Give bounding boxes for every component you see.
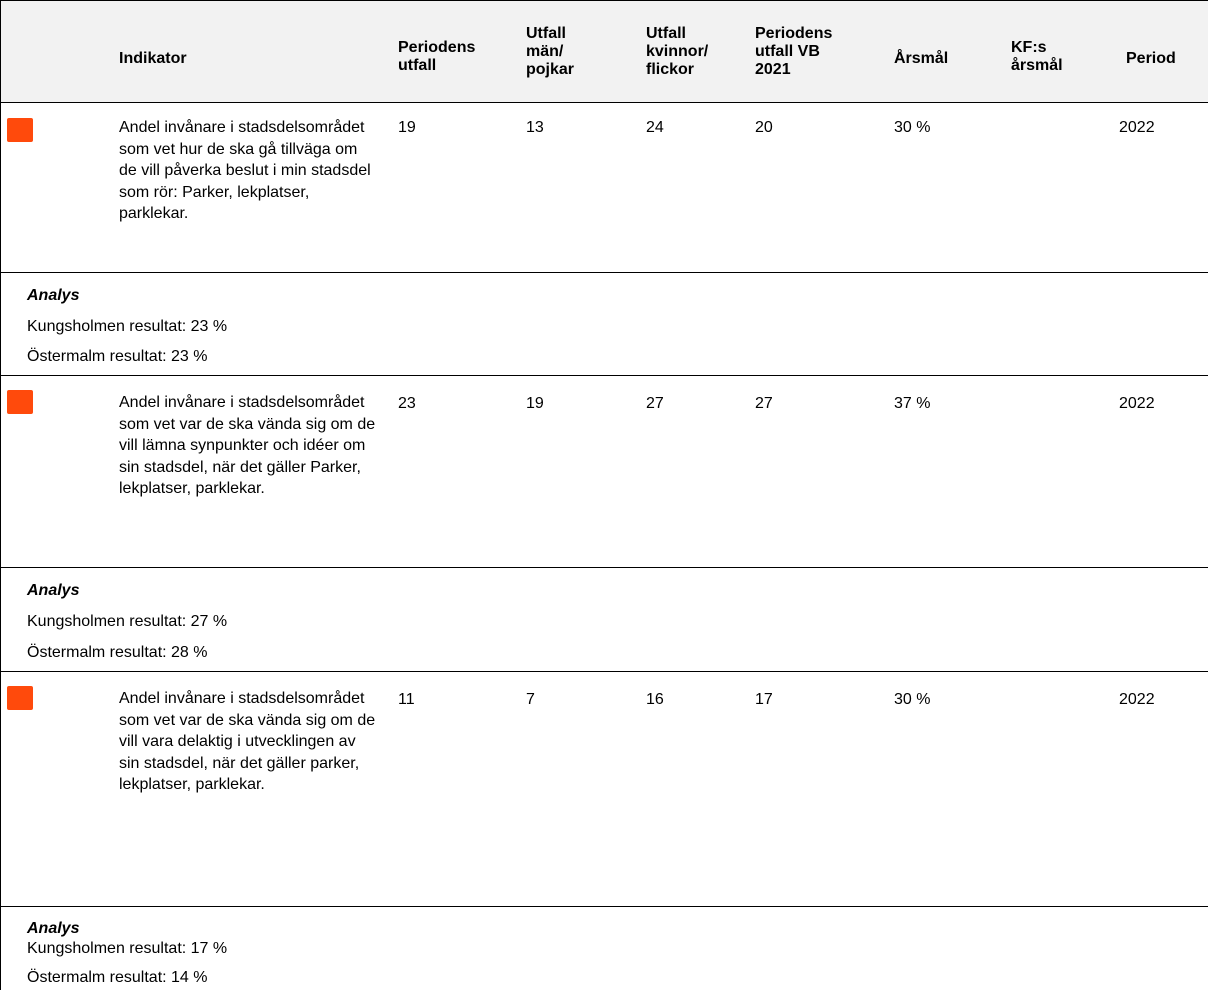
row-divider bbox=[1, 272, 1208, 273]
analys-line: Kungsholmen resultat: 23 % bbox=[27, 318, 228, 335]
row-divider bbox=[1, 375, 1208, 376]
header-indicator: Indikator bbox=[119, 50, 187, 67]
header-utfall-man: Utfall män/ pojkar bbox=[526, 25, 575, 78]
header-kf-arsmal: KF:s årsmål bbox=[1011, 39, 1063, 74]
periodens-utfall-value: 19 bbox=[398, 119, 416, 136]
period-value: 2022 bbox=[1119, 395, 1155, 412]
periodens-utfall-value: 11 bbox=[398, 691, 415, 708]
analys-title: Analys bbox=[27, 920, 80, 937]
utfall-man-value: 7 bbox=[526, 691, 535, 708]
periodens-vb-value: 20 bbox=[755, 119, 773, 136]
arsmal-value: 30 % bbox=[894, 119, 931, 136]
status-red-icon bbox=[7, 686, 33, 710]
indicator-text: Andel invånare i stadsdelsområdet som ve… bbox=[119, 690, 376, 793]
arsmal-value: 30 % bbox=[894, 691, 931, 708]
period-value: 2022 bbox=[1119, 119, 1155, 136]
header-periodens-vb: Periodens utfall VB 2021 bbox=[755, 25, 833, 78]
indicator-text: Andel invånare i stadsdelsområdet som ve… bbox=[119, 394, 376, 497]
period-value: 2022 bbox=[1119, 691, 1155, 708]
header-period: Period bbox=[1126, 50, 1176, 67]
analys-line: Östermalm resultat: 14 % bbox=[27, 969, 208, 986]
arsmal-value: 37 % bbox=[894, 395, 931, 412]
analys-line: Östermalm resultat: 23 % bbox=[27, 348, 208, 365]
header-utfall-kvinnor: Utfall kvinnor/ flickor bbox=[646, 25, 709, 78]
periodens-utfall-value: 23 bbox=[398, 395, 416, 412]
indicator-text: Andel invånare i stadsdelsområdet som ve… bbox=[119, 119, 371, 222]
utfall-kvinnor-value: 27 bbox=[646, 395, 664, 412]
utfall-kvinnor-value: 24 bbox=[646, 119, 664, 136]
row-divider bbox=[1, 906, 1208, 907]
analys-title: Analys bbox=[27, 287, 80, 304]
analys-line: Kungsholmen resultat: 27 % bbox=[27, 613, 228, 630]
row-divider bbox=[1, 671, 1208, 672]
row-divider bbox=[1, 567, 1208, 568]
periodens-vb-value: 17 bbox=[755, 691, 773, 708]
status-red-icon bbox=[7, 390, 33, 414]
table-header: Indikator Periodens utfall Utfall män/ p… bbox=[1, 0, 1208, 103]
utfall-kvinnor-value: 16 bbox=[646, 691, 664, 708]
status-red-icon bbox=[7, 118, 33, 142]
header-periodens-utfall: Periodens utfall bbox=[398, 39, 476, 74]
utfall-man-value: 19 bbox=[526, 395, 544, 412]
periodens-vb-value: 27 bbox=[755, 395, 773, 412]
utfall-man-value: 13 bbox=[526, 119, 544, 136]
header-arsmal: Årsmål bbox=[894, 50, 949, 67]
analys-line: Östermalm resultat: 28 % bbox=[27, 644, 208, 661]
analys-line: Kungsholmen resultat: 17 % bbox=[27, 940, 228, 957]
analys-title: Analys bbox=[27, 582, 80, 599]
